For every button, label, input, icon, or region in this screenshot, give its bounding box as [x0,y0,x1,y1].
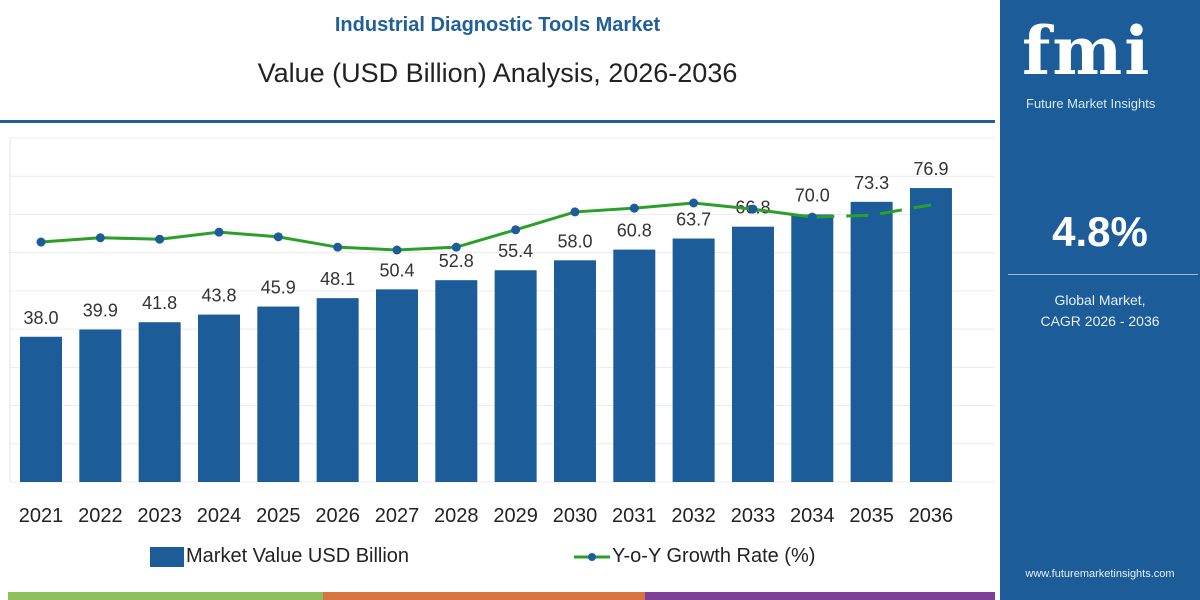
x-tick-label: 2035 [849,505,894,527]
growth-point [392,245,402,255]
bar [672,238,715,482]
growth-point [214,227,224,237]
cagr-label-1: Global Market, [1054,292,1146,308]
data-label: 76.9 [913,159,948,179]
data-label: 38.0 [23,308,58,328]
cagr-value: 4.8% [1052,208,1148,255]
website-url[interactable]: www.futuremarketinsights.com [1025,568,1175,580]
bar [553,260,596,482]
growth-point [748,204,758,214]
data-label: 45.9 [261,278,296,298]
cagr-label-2: CAGR 2026 - 2036 [1040,313,1160,329]
footer-stripe-orange [323,592,645,600]
bar [850,201,893,482]
chart-title: Industrial Diagnostic Tools Market [334,14,661,36]
data-label: 50.4 [379,260,414,280]
data-label: 63.7 [676,210,711,230]
growth-point [333,242,343,252]
growth-point [273,232,283,242]
growth-point [807,212,817,222]
x-tick-label: 2034 [790,505,835,527]
x-tick-label: 2026 [315,505,360,527]
logo-subtitle: Future Market Insights [1026,96,1156,111]
x-tick-label: 2024 [197,505,242,527]
brand-panel: fmi Future Market Insights 4.8% Global M… [1000,0,1200,600]
growth-line [40,201,813,252]
legend-line-swatch [574,552,610,561]
growth-point [570,207,580,217]
chart-plot: 38.0 2021 39.9 2022 41.8 2023 43.8 2024 45.9 2025… [9,137,995,527]
legend-line: Y-o-Y Growth Rate (%) [572,545,815,568]
legend-bar-swatch [150,546,184,567]
data-label: 52.8 [439,251,474,271]
data-label: 70.0 [795,185,830,205]
chart-subtitle: Value (USD Billion) Analysis, 2026-2036 [257,58,738,88]
bar [257,306,300,482]
x-tick-label: 2033 [731,505,776,527]
data-label: 39.9 [83,300,118,320]
x-tick-label: 2022 [78,505,123,527]
growth-point [629,203,639,213]
legend-bar: Market Value USD Billion [150,545,409,568]
x-tick-label: 2028 [434,505,479,527]
x-tick-label: 2021 [19,505,64,527]
x-tick-label: 2023 [137,505,182,527]
bar [316,298,359,482]
title-divider [0,120,995,123]
bar [731,226,774,482]
fmi-logo: fmi [1022,12,1152,90]
bar [494,270,537,482]
growth-point [689,198,699,208]
growth-line-forecast [812,203,932,219]
footer-stripe-purple [645,592,995,600]
bar [20,336,62,482]
footer-stripe-green [8,592,323,600]
x-tick-label: 2032 [671,505,716,527]
bar [79,329,122,482]
bar [909,188,952,482]
x-tick-label: 2030 [553,505,598,527]
x-tick-label: 2027 [375,505,420,527]
growth-point [511,225,521,235]
bar [138,322,181,482]
cagr-divider [1008,274,1198,275]
growth-point [36,237,46,247]
data-label: 43.8 [201,286,236,306]
data-label: 60.8 [617,221,652,241]
data-label: 48.1 [320,269,355,289]
growth-point [95,233,105,243]
data-label: 58.0 [557,231,592,251]
data-label: 41.8 [142,293,177,313]
bar [791,214,834,482]
data-label: 73.3 [854,173,889,193]
x-tick-label: 2025 [256,505,301,527]
bar [613,249,656,482]
x-tick-label: 2029 [493,505,538,527]
legend-line-label: Y-o-Y Growth Rate (%) [612,545,816,567]
bar [435,280,478,482]
legend-bar-label: Market Value USD Billion [186,545,410,567]
x-tick-label: 2036 [909,505,954,527]
bar [197,314,240,482]
bar [375,289,418,482]
growth-point [155,234,165,244]
x-tick-label: 2031 [612,505,657,527]
growth-point [451,242,461,252]
data-label: 55.4 [498,241,533,261]
